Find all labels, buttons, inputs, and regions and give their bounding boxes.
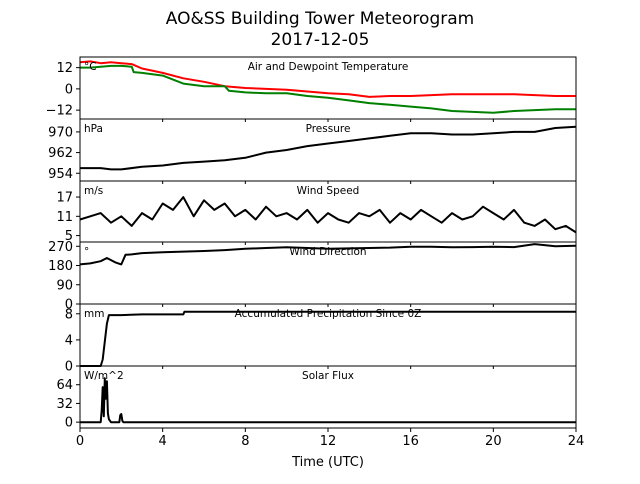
solar-flux-ytick-label: 32 [56, 397, 73, 412]
x-tick-label: 0 [76, 434, 84, 449]
pressure-panel-title: Pressure [306, 123, 351, 135]
precipitation-unit-label: mm [84, 308, 104, 320]
pressure-unit-label: hPa [84, 123, 103, 135]
wind-direction-ytick-label: 0 [65, 298, 73, 313]
wind-direction-ytick-label: 270 [48, 240, 73, 255]
x-tick-label: 4 [159, 434, 167, 449]
pressure-ytick-label: 962 [48, 146, 73, 161]
pressure-series-line-0 [80, 125, 577, 171]
solar-flux-unit-label: W/m^2 [84, 370, 124, 382]
solar-flux-ytick-label: 64 [56, 378, 73, 393]
temperature-ytick-label: 12 [56, 61, 73, 76]
wind-speed-series-line-0 [79, 196, 577, 234]
x-tick-label: 12 [320, 434, 337, 449]
solar-flux-series-line-0 [80, 377, 576, 424]
precipitation-series-line-0 [80, 310, 576, 367]
wind-direction-ytick-label: 90 [56, 278, 73, 293]
wind-speed-ytick-label: 5 [65, 229, 73, 244]
wind-speed-ytick-label: 11 [56, 210, 73, 225]
x-axis-label: Time (UTC) [291, 455, 364, 470]
pressure-ytick-label: 954 [48, 167, 73, 182]
x-tick-label: 20 [485, 434, 502, 449]
wind-speed-ytick-label: 17 [56, 191, 73, 206]
solar-flux-ytick-label: 0 [65, 416, 73, 431]
wind-speed-panel-title: Wind Speed [297, 185, 360, 197]
x-tick-label: 16 [402, 434, 419, 449]
x-tick-label: 24 [568, 434, 585, 449]
wind-direction-series-line-0 [79, 243, 577, 266]
x-tick-label: 8 [241, 434, 249, 449]
precipitation-ytick-label: 4 [65, 333, 73, 348]
wind-direction-panel-title: Wind Direction [289, 246, 366, 258]
temperature-series-line-0 [79, 60, 576, 98]
figure-date: 2017-12-05 [271, 30, 370, 50]
temperature-ytick-label: 0 [65, 82, 73, 97]
temperature-series-line-1 [80, 64, 576, 114]
wind-direction-ytick-label: 180 [48, 259, 73, 274]
pressure-ytick-label: 970 [48, 125, 73, 140]
temperature-ytick-label: −12 [46, 104, 73, 119]
precipitation-ytick-label: 8 [65, 307, 73, 322]
precipitation-panel-title: Accumulated Precipitation Since 0Z [235, 308, 422, 320]
temperature-unit-label: °C [84, 61, 97, 73]
wind-direction-unit-label: ° [84, 246, 89, 258]
solar-flux-panel-title: Solar Flux [302, 370, 354, 382]
precipitation-ytick-label: 0 [65, 360, 73, 375]
wind-speed-unit-label: m/s [84, 185, 103, 197]
figure-title: AO&SS Building Tower Meteorogram [166, 9, 474, 29]
temperature-panel-title: Air and Dewpoint Temperature [248, 61, 409, 73]
